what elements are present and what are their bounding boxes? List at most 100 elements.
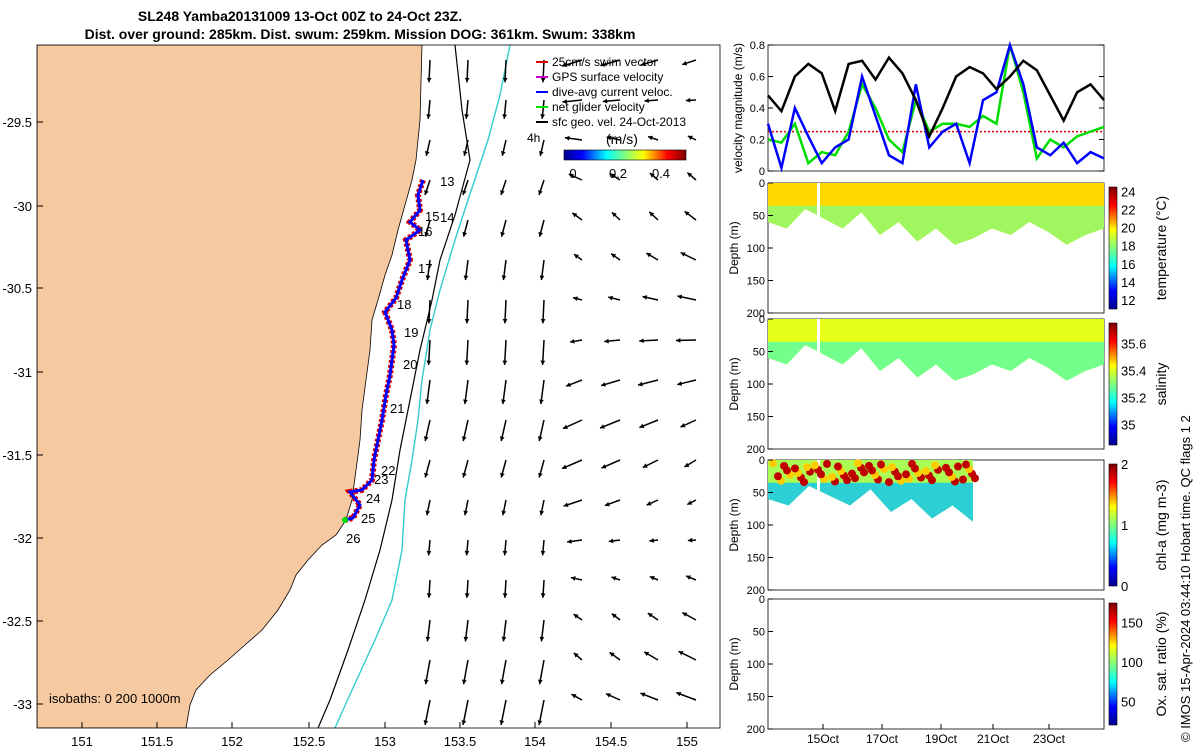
day-label: 15 — [425, 209, 439, 224]
day-label: 20 — [403, 357, 417, 372]
velocity-arrowhead — [501, 275, 507, 281]
velocity-arrowhead — [687, 500, 693, 505]
velocity-arrowhead — [500, 151, 506, 156]
map-ytick-label: -30.5 — [2, 281, 32, 296]
velocity-arrowhead — [501, 510, 507, 516]
velocity-arrowhead — [646, 253, 652, 258]
velocity-arrowhead — [600, 62, 606, 67]
isobaths-label: isobaths: 0 200 1000m — [49, 691, 181, 706]
velocity-arrowhead — [464, 360, 470, 365]
colorbar-tick-label: 0.4 — [652, 166, 670, 181]
day-label: 22 — [381, 463, 395, 478]
velocity-arrowhead — [640, 692, 646, 697]
velocity-arrowhead — [611, 613, 617, 619]
day-label: 18 — [397, 297, 411, 312]
velocity-arrowhead — [608, 295, 614, 301]
map-xtick-label: 152 — [221, 734, 243, 749]
velocity-arrowhead — [426, 550, 432, 556]
colorbar-tick-label: 0 — [569, 166, 576, 181]
velocity-arrowhead — [462, 231, 468, 237]
velocity-arrowhead — [611, 253, 617, 259]
velocity-arrowhead — [611, 212, 617, 218]
velocity-arrowhead — [570, 338, 575, 344]
legend-entry: dive-avg current veloc. — [552, 85, 673, 99]
velocity-arrowhead — [600, 424, 605, 429]
velocity-arrowhead — [464, 318, 470, 324]
velocity-arrowhead — [538, 190, 543, 196]
velocity-arrowhead — [424, 151, 430, 156]
velocity-arrowhead — [500, 231, 506, 237]
day-label: 26 — [346, 531, 360, 546]
velocity-arrowhead — [539, 275, 545, 281]
velocity-arrowhead — [680, 423, 686, 428]
velocity-arrowhead — [644, 98, 649, 104]
isobath-200 — [317, 45, 471, 728]
day-label: 21 — [390, 401, 404, 416]
velocity-arrowhead — [687, 172, 693, 178]
velocity-arrowhead — [539, 636, 545, 642]
velocity-arrowhead — [425, 636, 431, 642]
velocity-arrowhead — [677, 381, 683, 386]
map-xtick-label: 154.5 — [595, 734, 628, 749]
velocity-arrowhead — [648, 135, 653, 141]
legend-entry: sfc geo. vel. 24-Oct-2013 — [552, 115, 686, 129]
velocity-arrowhead — [538, 472, 543, 478]
velocity-arrowhead — [463, 510, 469, 516]
velocity-arrowhead — [500, 679, 505, 685]
velocity-arrowhead — [502, 114, 508, 119]
day-label: 23 — [374, 472, 388, 487]
day-label: 16 — [418, 224, 432, 239]
velocity-arrowhead — [644, 651, 650, 657]
velocity-arrowhead — [539, 399, 544, 405]
velocity-arrowhead — [537, 436, 543, 442]
velocity-arrowhead — [424, 231, 430, 237]
velocity-arrowhead — [500, 190, 505, 196]
day-label: 17 — [418, 261, 432, 276]
velocity-arrowhead — [568, 173, 574, 179]
velocity-arrowhead — [423, 436, 429, 442]
map-xtick-label: 153.5 — [444, 734, 477, 749]
map-ytick-label: -32.5 — [2, 614, 32, 629]
velocity-arrowhead — [684, 211, 690, 216]
velocity-arrowhead — [562, 464, 568, 470]
velocity-arrowhead — [684, 462, 690, 468]
velocity-arrowhead — [640, 61, 646, 67]
velocity-arrowhead — [462, 151, 468, 156]
velocity-arrowhead — [639, 338, 644, 344]
velocity-arrowhead — [677, 294, 683, 300]
velocity-arrowhead — [538, 231, 544, 237]
velocity-arrowhead — [642, 295, 648, 300]
velocity-arrowhead — [649, 173, 655, 178]
velocity-arrowhead — [540, 593, 546, 598]
velocity-arrowhead — [539, 510, 545, 516]
figure-title-line1: SL248 Yamba20131009 13-Oct 00Z to 24-Oct… — [137, 8, 463, 24]
velocity-arrowhead — [426, 77, 432, 83]
velocity-arrowhead — [424, 679, 429, 685]
velocity-arrowhead — [426, 114, 432, 119]
velocity-arrowhead — [464, 593, 470, 598]
velocity-arrowhead — [611, 576, 617, 581]
velocity-arrowhead — [573, 254, 579, 259]
velocity-arrowhead — [605, 693, 611, 698]
map-ytick-label: -31 — [13, 365, 32, 380]
velocity-arrowhead — [610, 173, 616, 179]
velocity-arrowhead — [499, 436, 505, 442]
velocity-arrowhead — [423, 720, 429, 725]
figure-title-line2: Dist. over ground: 285km. Dist. swum: 25… — [84, 26, 636, 42]
velocity-arrowhead — [567, 539, 572, 544]
velocity-arrowhead — [602, 98, 608, 104]
velocity-arrowhead — [601, 382, 606, 387]
velocity-arrowhead — [571, 694, 577, 699]
day-label: 14 — [440, 210, 454, 225]
velocity-arrowhead — [649, 576, 655, 581]
isobath-1000 — [334, 45, 511, 728]
day-label: 19 — [404, 325, 418, 340]
map-ytick-label: -33 — [13, 697, 32, 712]
velocity-arrowhead — [646, 501, 652, 506]
velocity-arrowhead — [424, 190, 429, 196]
legend-entry: net glider velocity — [552, 100, 645, 114]
velocity-arrowhead — [563, 502, 569, 508]
map-xtick-label: 153 — [374, 734, 396, 749]
velocity-arrowhead — [502, 360, 508, 365]
